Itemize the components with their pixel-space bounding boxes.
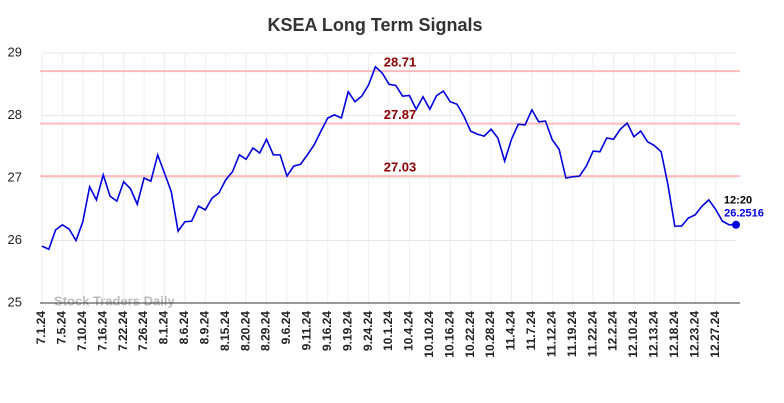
- x-tick-label: 9.19.24: [340, 311, 354, 351]
- x-tick-label: 12.13.24: [647, 311, 661, 358]
- signal-label: 27.87: [384, 107, 417, 122]
- x-tick-label: 10.16.24: [442, 311, 456, 358]
- x-tick-label: 8.15.24: [218, 311, 232, 351]
- x-tick-label: 11.12.24: [544, 311, 558, 357]
- x-tick-label: 9.11.24: [300, 311, 314, 351]
- signal-label: 28.71: [384, 55, 417, 70]
- last-point: [732, 220, 740, 229]
- x-tick-label: 12.10.24: [626, 311, 640, 358]
- x-tick-label: 10.10.24: [422, 311, 436, 358]
- x-tick-label: 9.6.24: [279, 311, 293, 345]
- chart-title: KSEA Long Term Signals: [267, 15, 482, 35]
- x-tick-label: 7.5.24: [55, 311, 69, 345]
- x-tick-label: 7.22.24: [116, 311, 130, 351]
- x-tick-label: 8.29.24: [259, 311, 273, 351]
- x-tick-label: 10.22.24: [463, 311, 477, 358]
- y-tick-label: 28: [8, 107, 22, 122]
- x-tick-label: 8.20.24: [238, 311, 252, 351]
- y-tick-label: 25: [8, 294, 22, 309]
- watermark: Stock Traders Daily: [54, 293, 175, 308]
- x-tick-label: 12.23.24: [687, 311, 701, 358]
- x-tick-label: 8.9.24: [197, 311, 211, 345]
- x-tick-label: 11.4.24: [504, 311, 518, 351]
- x-tick-label: 10.28.24: [483, 311, 497, 358]
- x-tick-label: 9.16.24: [320, 311, 334, 351]
- x-tick-label: 10.4.24: [402, 311, 416, 351]
- signal-label: 27.03: [384, 160, 417, 175]
- x-tick-label: 10.1.24: [381, 311, 395, 351]
- x-tick-label: 7.26.24: [136, 311, 150, 351]
- x-tick-label: 11.19.24: [565, 311, 579, 357]
- x-tick-label: 12.18.24: [667, 311, 681, 358]
- last-time: 12:20: [724, 195, 752, 207]
- x-tick-label: 12.27.24: [708, 311, 722, 358]
- x-tick-label: 8.1.24: [157, 311, 171, 345]
- last-value: 26.2516: [724, 208, 764, 220]
- price-line: [41, 65, 737, 251]
- y-tick-label: 27: [8, 169, 22, 184]
- x-tick-label: 12.2.24: [606, 311, 620, 351]
- y-tick-label: 29: [8, 44, 22, 59]
- y-tick-label: 26: [8, 232, 22, 247]
- x-tick-label: 7.1.24: [34, 311, 48, 345]
- x-tick-label: 8.6.24: [177, 311, 191, 345]
- x-tick-label: 7.16.24: [95, 311, 109, 351]
- x-tick-label: 11.22.24: [585, 311, 599, 357]
- x-tick-label: 7.10.24: [75, 311, 89, 351]
- x-tick-label: 11.7.24: [524, 311, 538, 351]
- x-tick-label: 9.24.24: [361, 311, 375, 351]
